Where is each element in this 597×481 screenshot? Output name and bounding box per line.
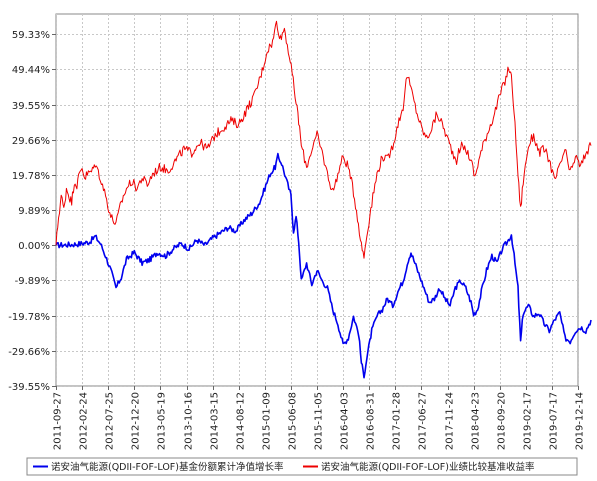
grid-lines <box>56 14 579 387</box>
y-tick-label: -29.66% <box>8 347 50 358</box>
legend: 诺安油气能源(QDII-FOF-LOF)基金份额累计净值增长率 诺安油气能源(Q… <box>26 457 578 476</box>
benchmark-return-line <box>55 20 592 259</box>
legend-label-fund: 诺安油气能源(QDII-FOF-LOF)基金份额累计净值增长率 <box>51 461 284 473</box>
x-tick-label: 2012-12-20 <box>131 392 142 450</box>
fund-return-line <box>55 152 592 379</box>
x-tick-label: 2014-08-12 <box>236 392 247 450</box>
y-tick-label: 39.55% <box>12 101 50 112</box>
y-tick-label: -19.78% <box>8 312 50 323</box>
x-tick-label: 2016-04-03 <box>340 392 351 450</box>
x-tick-label: 2014-03-15 <box>210 392 221 450</box>
x-tick-label: 2015-01-09 <box>262 392 273 450</box>
legend-box <box>26 457 578 476</box>
x-tick-label: 2018-04-23 <box>471 392 482 450</box>
x-tick-label: 2016-08-31 <box>366 392 377 450</box>
y-tick-label: -39.55% <box>8 382 50 393</box>
y-tick-label: 29.66% <box>12 136 50 147</box>
x-tick-label: 2017-11-24 <box>445 392 456 450</box>
x-tick-label: 2019-12-14 <box>575 392 586 450</box>
x-tick-label: 2015-11-05 <box>314 392 325 450</box>
x-tick-label: 2017-06-27 <box>418 392 429 450</box>
y-tick-label: 0.00% <box>18 241 50 252</box>
y-tick-label: -9.89% <box>15 276 50 287</box>
legend-label-benchmark: 诺安油气能源(QDII-FOF-LOF)业绩比较基准收益率 <box>321 461 535 473</box>
x-tick-label: 2013-05-19 <box>157 392 168 450</box>
x-tick-label: 2017-01-28 <box>392 392 403 450</box>
y-axis-ticks: 59.33% 49.44% 39.55% 29.66% 19.78% 9.89% 0.00%… <box>8 30 56 393</box>
x-tick-label: 2019-07-17 <box>549 392 560 450</box>
x-tick-label: 2012-02-24 <box>79 392 90 450</box>
data-series <box>55 20 592 379</box>
x-tick-label: 2012-07-25 <box>105 392 116 450</box>
x-axis-ticks: 2011-09-27 2012-02-24 2012-07-25 2012-12-20… <box>53 386 586 450</box>
x-tick-label: 2019-02-17 <box>523 392 534 450</box>
y-tick-label: 59.33% <box>12 30 50 41</box>
y-tick-label: 49.44% <box>12 65 50 76</box>
x-tick-label: 2018-09-20 <box>497 392 508 450</box>
y-tick-label: 19.78% <box>12 171 50 182</box>
x-tick-label: 2015-06-08 <box>288 392 299 450</box>
x-tick-label: 2011-09-27 <box>53 392 64 450</box>
y-tick-label: 9.89% <box>18 206 50 217</box>
x-tick-label: 2013-10-16 <box>184 392 195 450</box>
